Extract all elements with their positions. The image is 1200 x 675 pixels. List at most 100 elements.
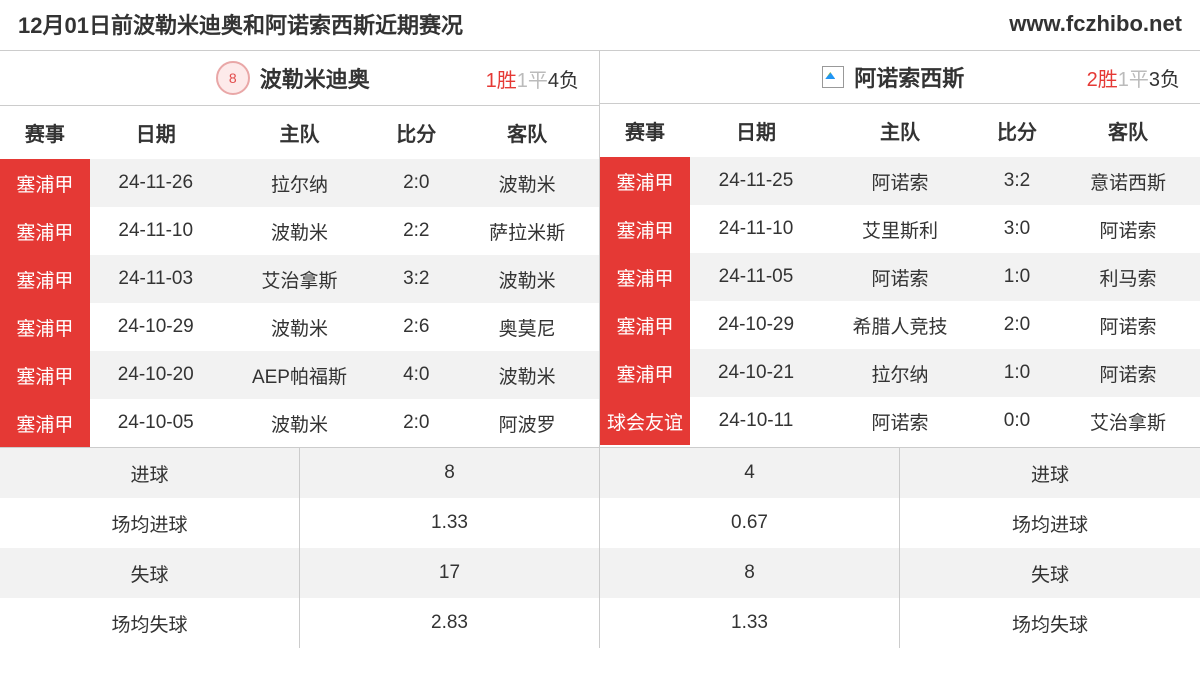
league-cell: 球会友谊	[600, 397, 690, 445]
away-cell: 萨拉米斯	[455, 218, 599, 245]
col-league: 赛事	[600, 116, 690, 145]
source-url: www.fczhibo.net	[1009, 11, 1182, 37]
stat-label-right: 场均失球	[900, 598, 1200, 648]
away-cell: 意诺西斯	[1056, 168, 1200, 195]
home-cell: 波勒米	[222, 218, 378, 245]
score-cell: 3:0	[978, 218, 1056, 240]
league-cell: 塞浦甲	[0, 207, 90, 255]
record-right: 2胜1平3负	[1087, 63, 1180, 92]
team-name-right: 阿诺索西斯	[854, 61, 964, 93]
league-cell: 塞浦甲	[600, 205, 690, 253]
column-header-right: 赛事 日期 主队 比分 客队	[600, 104, 1200, 157]
stat-value-right: 0.67	[600, 498, 900, 548]
stat-row: 失球178失球	[0, 548, 1200, 598]
date-cell: 24-10-05	[90, 412, 222, 434]
league-cell: 塞浦甲	[600, 349, 690, 397]
match-row: 塞浦甲24-11-26拉尔纳2:0波勒米	[0, 159, 599, 207]
league-cell: 塞浦甲	[600, 253, 690, 301]
match-row: 塞浦甲24-10-20AEP帕福斯4:0波勒米	[0, 351, 599, 399]
col-home: 主队	[222, 118, 378, 147]
score-cell: 2:0	[377, 172, 455, 194]
match-row: 塞浦甲24-11-10艾里斯利3:0阿诺索	[600, 205, 1200, 253]
date-cell: 24-11-10	[90, 220, 222, 242]
score-cell: 2:6	[377, 316, 455, 338]
score-cell: 4:0	[377, 364, 455, 386]
left-panel: 8 波勒米迪奥 1胜1平4负 赛事 日期 主队 比分 客队 塞浦甲24-11-2…	[0, 51, 600, 447]
col-date: 日期	[90, 118, 222, 147]
rows-right: 塞浦甲24-11-25阿诺索3:2意诺西斯塞浦甲24-11-10艾里斯利3:0阿…	[600, 157, 1200, 445]
date-cell: 24-10-20	[90, 364, 222, 386]
date-cell: 24-11-03	[90, 268, 222, 290]
date-cell: 24-10-29	[90, 316, 222, 338]
away-cell: 波勒米	[455, 170, 599, 197]
stat-label-left: 失球	[0, 548, 300, 598]
away-cell: 阿诺索	[1056, 312, 1200, 339]
home-cell: 波勒米	[222, 410, 378, 437]
stat-label-right: 失球	[900, 548, 1200, 598]
league-cell: 塞浦甲	[0, 399, 90, 447]
home-cell: 阿诺索	[822, 264, 978, 291]
league-cell: 塞浦甲	[600, 301, 690, 349]
col-score: 比分	[978, 116, 1056, 145]
away-cell: 阿诺索	[1056, 360, 1200, 387]
stat-row: 场均失球2.831.33场均失球	[0, 598, 1200, 648]
team-header-left: 8 波勒米迪奥 1胜1平4负	[0, 51, 599, 106]
away-cell: 阿波罗	[455, 410, 599, 437]
league-cell: 塞浦甲	[0, 159, 90, 207]
page-header: 12月01日前波勒米迪奥和阿诺索西斯近期赛况 www.fczhibo.net	[0, 0, 1200, 50]
league-cell: 塞浦甲	[0, 303, 90, 351]
stat-label-right: 场均进球	[900, 498, 1200, 548]
stat-value-right: 4	[600, 448, 900, 498]
league-cell: 塞浦甲	[0, 351, 90, 399]
page-title: 12月01日前波勒米迪奥和阿诺索西斯近期赛况	[18, 8, 463, 40]
away-cell: 奥莫尼	[455, 314, 599, 341]
record-losses: 4负	[548, 70, 579, 92]
match-row: 塞浦甲24-10-29希腊人竞技2:0阿诺索	[600, 301, 1200, 349]
team-identity-left: 8 波勒米迪奥	[216, 61, 370, 95]
home-cell: 阿诺索	[822, 408, 978, 435]
col-league: 赛事	[0, 118, 90, 147]
team-header-right: 阿诺索西斯 2胜1平3负	[600, 51, 1200, 104]
stat-value-left: 17	[300, 548, 600, 598]
date-cell: 24-10-11	[690, 410, 822, 432]
record-left: 1胜1平4负	[486, 64, 579, 93]
score-cell: 2:2	[377, 220, 455, 242]
league-cell: 塞浦甲	[600, 157, 690, 205]
home-cell: AEP帕福斯	[222, 362, 378, 389]
score-cell: 3:2	[377, 268, 455, 290]
team-name-left: 波勒米迪奥	[260, 62, 370, 94]
col-home: 主队	[822, 116, 978, 145]
record-wins: 2胜	[1087, 69, 1118, 91]
stat-value-left: 1.33	[300, 498, 600, 548]
record-wins: 1胜	[486, 70, 517, 92]
match-row: 球会友谊24-10-11阿诺索0:0艾治拿斯	[600, 397, 1200, 445]
date-cell: 24-11-25	[690, 170, 822, 192]
away-cell: 艾治拿斯	[1056, 408, 1200, 435]
date-cell: 24-10-29	[690, 314, 822, 336]
stat-label-left: 进球	[0, 448, 300, 498]
home-cell: 艾里斯利	[822, 216, 978, 243]
date-cell: 24-11-26	[90, 172, 222, 194]
stats-table: 进球84进球场均进球1.330.67场均进球失球178失球场均失球2.831.3…	[0, 447, 1200, 648]
column-header-left: 赛事 日期 主队 比分 客队	[0, 106, 599, 159]
home-cell: 艾治拿斯	[222, 266, 378, 293]
stat-value-left: 2.83	[300, 598, 600, 648]
away-cell: 利马索	[1056, 264, 1200, 291]
match-row: 塞浦甲24-11-05阿诺索1:0利马索	[600, 253, 1200, 301]
score-cell: 1:0	[978, 266, 1056, 288]
match-row: 塞浦甲24-10-21拉尔纳1:0阿诺索	[600, 349, 1200, 397]
score-cell: 2:0	[978, 314, 1056, 336]
team-logo-icon: 8	[216, 61, 250, 95]
home-cell: 阿诺索	[822, 168, 978, 195]
right-panel: 阿诺索西斯 2胜1平3负 赛事 日期 主队 比分 客队 塞浦甲24-11-25阿…	[600, 51, 1200, 447]
date-cell: 24-10-21	[690, 362, 822, 384]
rows-left: 塞浦甲24-11-26拉尔纳2:0波勒米塞浦甲24-11-10波勒米2:2萨拉米…	[0, 159, 599, 447]
broken-image-icon	[822, 66, 844, 88]
col-date: 日期	[690, 116, 822, 145]
record-losses: 3负	[1149, 69, 1180, 91]
stat-label-left: 场均进球	[0, 498, 300, 548]
match-row: 塞浦甲24-10-05波勒米2:0阿波罗	[0, 399, 599, 447]
col-score: 比分	[377, 118, 455, 147]
score-cell: 2:0	[377, 412, 455, 434]
stat-label-left: 场均失球	[0, 598, 300, 648]
